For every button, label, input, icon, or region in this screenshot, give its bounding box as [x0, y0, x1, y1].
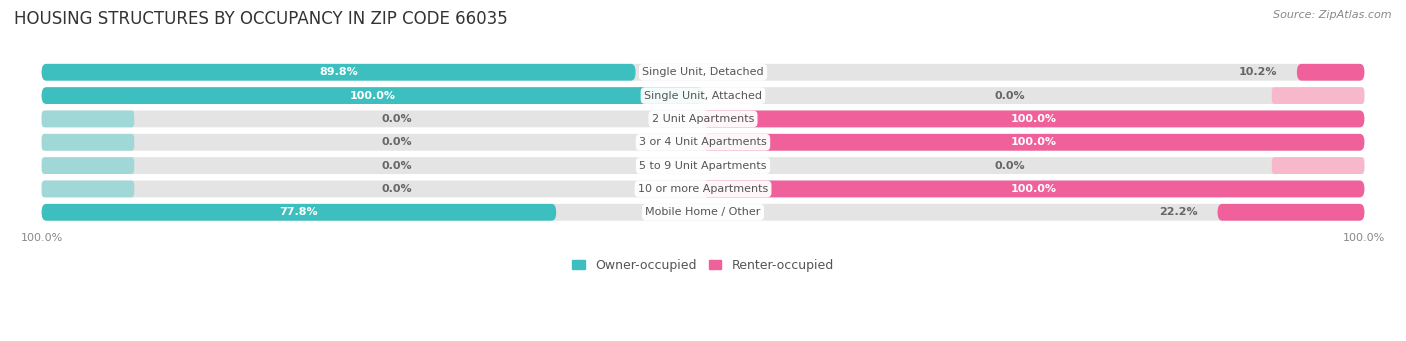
Text: 0.0%: 0.0% — [994, 161, 1025, 170]
Text: HOUSING STRUCTURES BY OCCUPANCY IN ZIP CODE 66035: HOUSING STRUCTURES BY OCCUPANCY IN ZIP C… — [14, 10, 508, 28]
Text: 2 Unit Apartments: 2 Unit Apartments — [652, 114, 754, 124]
Legend: Owner-occupied, Renter-occupied: Owner-occupied, Renter-occupied — [568, 254, 838, 277]
FancyBboxPatch shape — [42, 110, 134, 127]
FancyBboxPatch shape — [42, 64, 636, 81]
Text: Single Unit, Detached: Single Unit, Detached — [643, 67, 763, 77]
Text: 5 to 9 Unit Apartments: 5 to 9 Unit Apartments — [640, 161, 766, 170]
Text: 100.0%: 100.0% — [1011, 114, 1057, 124]
FancyBboxPatch shape — [42, 157, 1364, 174]
FancyBboxPatch shape — [703, 110, 1364, 127]
FancyBboxPatch shape — [42, 180, 134, 197]
FancyBboxPatch shape — [42, 134, 134, 151]
Text: Single Unit, Attached: Single Unit, Attached — [644, 91, 762, 101]
FancyBboxPatch shape — [42, 64, 1364, 81]
Text: 100.0%: 100.0% — [1011, 137, 1057, 147]
FancyBboxPatch shape — [42, 204, 1364, 221]
FancyBboxPatch shape — [42, 157, 134, 174]
Text: 100.0%: 100.0% — [1011, 184, 1057, 194]
Text: 3 or 4 Unit Apartments: 3 or 4 Unit Apartments — [640, 137, 766, 147]
FancyBboxPatch shape — [42, 87, 703, 104]
Text: Source: ZipAtlas.com: Source: ZipAtlas.com — [1274, 10, 1392, 20]
FancyBboxPatch shape — [1272, 87, 1364, 104]
Text: 10 or more Apartments: 10 or more Apartments — [638, 184, 768, 194]
Text: 22.2%: 22.2% — [1159, 207, 1198, 217]
FancyBboxPatch shape — [1218, 204, 1364, 221]
Text: 0.0%: 0.0% — [381, 114, 412, 124]
FancyBboxPatch shape — [1296, 64, 1364, 81]
FancyBboxPatch shape — [703, 180, 1364, 197]
FancyBboxPatch shape — [42, 180, 1364, 197]
FancyBboxPatch shape — [703, 134, 1364, 151]
Text: 0.0%: 0.0% — [381, 161, 412, 170]
Text: 0.0%: 0.0% — [381, 137, 412, 147]
Text: Mobile Home / Other: Mobile Home / Other — [645, 207, 761, 217]
Text: 77.8%: 77.8% — [280, 207, 318, 217]
Text: 10.2%: 10.2% — [1239, 67, 1277, 77]
Text: 89.8%: 89.8% — [319, 67, 359, 77]
FancyBboxPatch shape — [42, 110, 1364, 127]
FancyBboxPatch shape — [42, 204, 557, 221]
FancyBboxPatch shape — [42, 87, 1364, 104]
Text: 0.0%: 0.0% — [381, 184, 412, 194]
Text: 100.0%: 100.0% — [349, 91, 395, 101]
FancyBboxPatch shape — [42, 134, 1364, 151]
FancyBboxPatch shape — [1272, 157, 1364, 174]
Text: 0.0%: 0.0% — [994, 91, 1025, 101]
